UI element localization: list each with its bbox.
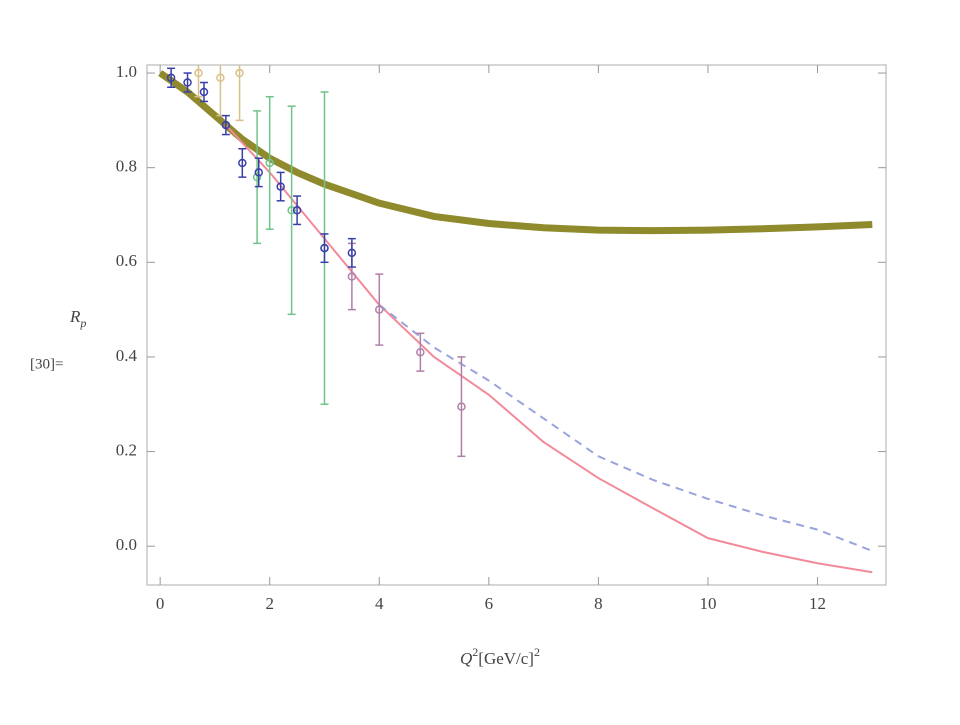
data-point [166,73,176,83]
y-tick-label: 0.0 [116,535,137,554]
x-label-part: [GeV/c] [478,649,534,668]
data-point [199,87,209,97]
data-point [183,78,192,87]
x-tick-label: 8 [594,594,603,613]
data-point [265,158,274,168]
curve [158,70,873,235]
data-point [252,172,262,182]
x-label-part: 2 [472,645,478,659]
data-point [457,402,466,411]
y-label-sub: p [79,316,86,330]
x-label-part: 2 [534,645,540,659]
x-tick-label: 12 [809,594,826,613]
x-tick-label: 2 [265,594,274,613]
x-tick-label: 6 [485,594,494,613]
x-tick-label: 0 [156,594,165,613]
y-axis-label: Rp [69,307,86,330]
y-tick-label: 0.4 [116,346,138,365]
y-tick-label: 1.0 [116,62,137,81]
data-point [375,305,384,314]
y-tick-label: 0.8 [116,157,137,176]
data-point [235,68,244,78]
curve [225,124,873,574]
data-point [276,182,285,191]
y-label-main: R [69,307,81,326]
x-label-part: Q [460,649,472,668]
plot-frame [146,64,887,586]
y-tick-label: 0.6 [116,251,137,270]
data-point [216,73,225,83]
x-tick-label: 4 [375,594,384,613]
curve [378,304,873,552]
data-point [194,68,203,78]
data-point [238,158,247,168]
data-point [287,206,296,215]
data-point [254,168,264,177]
data-point [347,248,357,258]
data-point [416,347,425,357]
data-point [292,206,302,215]
plot-area [158,65,873,574]
data-point [347,272,357,281]
x-axis-label: Q2[GeV/c]2 [460,645,540,668]
x-tick-label: 10 [699,594,716,613]
y-tick-label: 0.2 [116,440,137,459]
data-point [221,120,231,130]
annotation: [30]= [30,356,63,372]
data-point [320,243,329,253]
